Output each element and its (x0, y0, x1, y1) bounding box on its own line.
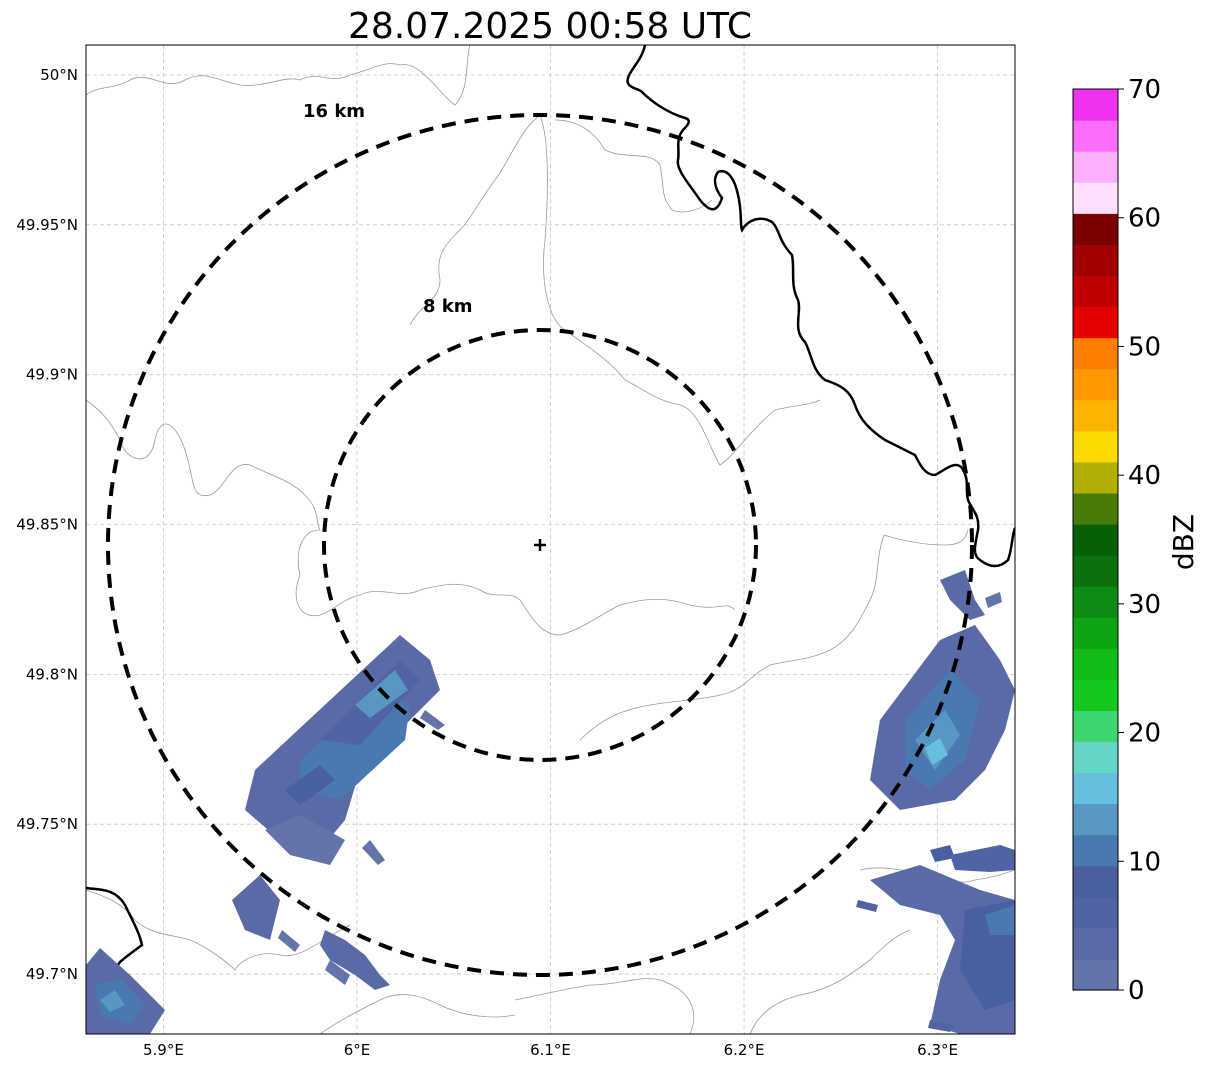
echo-cluster-southeast (856, 570, 1015, 1034)
colorbar-swatch (1073, 586, 1118, 618)
colorbar-swatch (1073, 834, 1118, 867)
y-tick-label: 49.75°N (16, 815, 78, 833)
y-axis-ticks: 49.7°N 49.75°N 49.8°N 49.85°N 49.9°N 49.95°N 5… (16, 66, 78, 983)
colorbar-swatch (1073, 120, 1118, 152)
range-ring-16km (106, 113, 974, 977)
y-tick-label: 49.95°N (16, 216, 78, 234)
x-tick-label: 6°E (344, 1041, 371, 1059)
y-tick-label: 50°N (40, 66, 78, 84)
x-tick-label: 5.9°E (143, 1041, 184, 1059)
y-tick-label: 49.7°N (26, 965, 78, 983)
map-panel[interactable]: 16 km 8 km (85, 44, 1016, 1035)
figure-title: 28.07.2025 00:58 UTC (348, 6, 752, 47)
colorbar-tick-label: 10 (1128, 847, 1161, 877)
colorbar-label: dBZ (1167, 514, 1200, 570)
y-tick-label: 49.9°N (26, 366, 78, 384)
map-frame (85, 44, 1016, 1035)
colorbar-swatch (1073, 368, 1118, 401)
colorbar-swatch (1073, 648, 1118, 680)
colorbar-swatch (1073, 523, 1118, 556)
colorbar-swatch (1073, 461, 1118, 494)
colorbar-swatch (1073, 492, 1118, 525)
colorbar-tick-label: 50 (1128, 332, 1161, 362)
colorbar-ticks: 0 10 20 30 40 50 60 70 (1118, 75, 1161, 1006)
colorbar-tick-label: 70 (1128, 75, 1161, 105)
colorbar-swatch (1073, 617, 1118, 649)
x-tick-label: 6.2°E (724, 1041, 765, 1059)
colorbar-swatch (1073, 555, 1118, 587)
y-tick-label: 49.8°N (26, 665, 78, 683)
colorbar-swatch (1073, 151, 1118, 183)
range-ring-8km (322, 328, 758, 762)
colorbar-swatch (1073, 741, 1118, 774)
municipal-boundaries (86, 45, 1015, 1034)
colorbar-swatch (1073, 710, 1118, 743)
range-label-8km: 8 km (423, 296, 473, 317)
radar-site-marker (534, 539, 546, 551)
colorbar-tick-label: 30 (1128, 590, 1161, 620)
y-tick-label: 49.85°N (16, 516, 78, 534)
colorbar-swatch (1073, 213, 1118, 245)
colorbar-swatch (1073, 275, 1118, 308)
colorbar-swatch (1073, 803, 1118, 836)
x-tick-label: 6.1°E (530, 1041, 571, 1059)
echo-cluster-southwest (245, 635, 445, 865)
colorbar-swatch (1073, 679, 1118, 711)
colorbar-swatch (1073, 306, 1118, 339)
colorbar-swatch (1073, 244, 1118, 277)
colorbar-tick-label: 20 (1128, 719, 1161, 749)
colorbar-frame (1072, 88, 1119, 991)
echo-cluster-south (232, 875, 390, 990)
gridlines (86, 45, 1015, 1034)
colorbar-tick-label: 60 (1128, 204, 1161, 234)
colorbar-swatch (1073, 430, 1118, 463)
colorbar-swatch (1073, 399, 1118, 432)
colorbar-tick-label: 0 (1128, 976, 1145, 1006)
colorbar-swatch (1073, 89, 1118, 121)
colorbar-swatch (1073, 958, 1118, 991)
colorbar-swatch (1073, 927, 1118, 960)
colorbar: 0 10 20 30 40 50 60 70 dBZ (1072, 75, 1200, 1006)
range-rings (106, 113, 974, 977)
colorbar-swatch (1073, 182, 1118, 214)
colorbar-swatches (1073, 89, 1118, 991)
x-tick-label: 6.3°E (917, 1041, 958, 1059)
colorbar-swatch (1073, 337, 1118, 370)
colorbar-swatch (1073, 896, 1118, 929)
x-axis-ticks: 5.9°E 6°E 6.1°E 6.2°E 6.3°E (143, 1041, 958, 1059)
range-label-16km: 16 km (303, 101, 365, 122)
colorbar-tick-label: 40 (1128, 461, 1161, 491)
echo-cluster-southwest-corner (86, 948, 165, 1034)
colorbar-swatch (1073, 865, 1118, 898)
colorbar-swatch (1073, 772, 1118, 805)
